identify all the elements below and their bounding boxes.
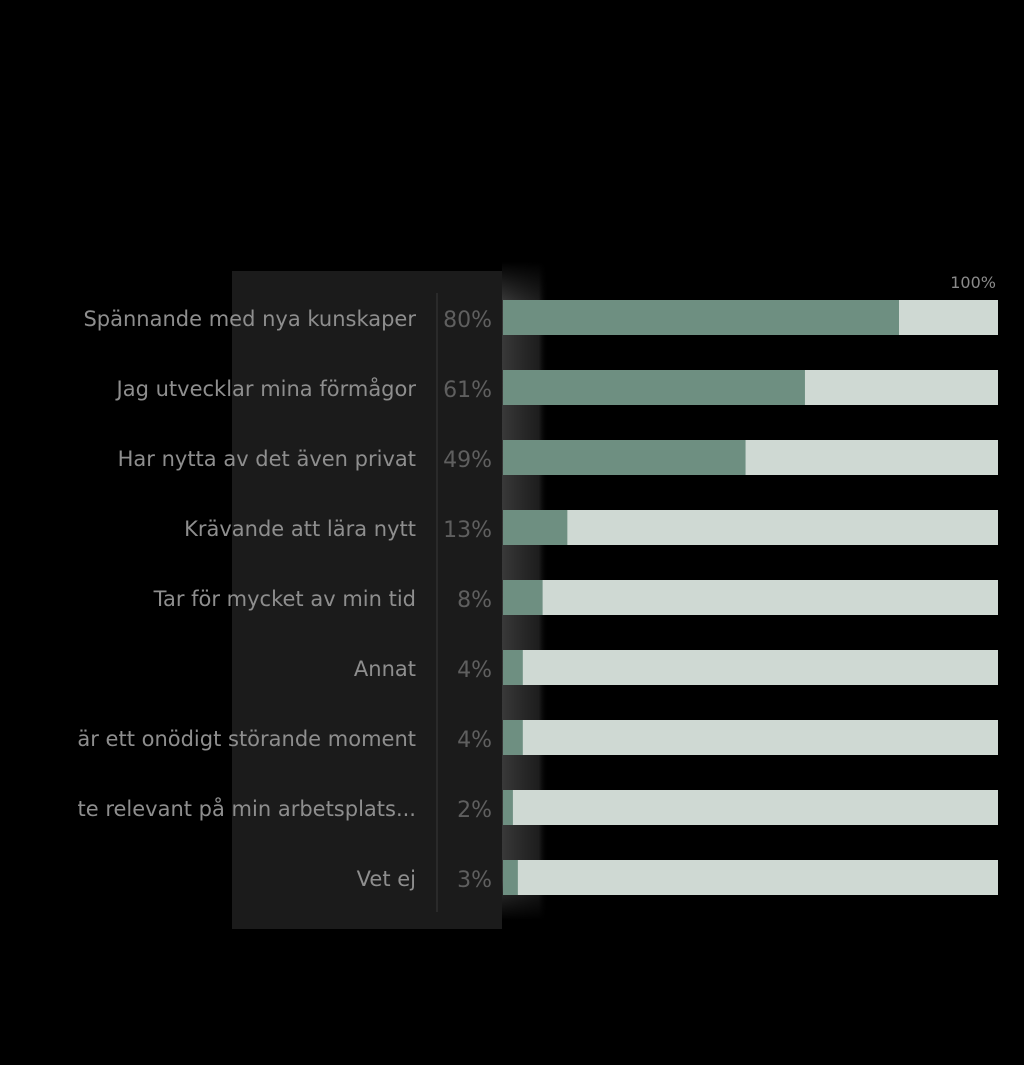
bar-track <box>503 580 998 615</box>
value-label: 80% <box>443 308 492 333</box>
max-label: 100% <box>950 273 996 292</box>
bar-track <box>503 860 998 895</box>
value-label: 2% <box>457 798 492 823</box>
category-label: Spännande med nya kunskaper <box>83 307 416 331</box>
bar <box>503 370 805 405</box>
category-label: Krävande att lära nytt <box>184 517 416 541</box>
category-label: te relevant på min arbetsplats... <box>77 796 416 821</box>
bar <box>503 720 523 755</box>
category-label: Tar för mycket av min tid <box>153 587 416 611</box>
bars-group: Spännande med nya kunskaper 80% Jag utveck… <box>77 300 998 895</box>
bar-track <box>503 510 998 545</box>
category-label: Har nytta av det även privat <box>118 447 416 471</box>
category-label: Annat <box>354 657 416 681</box>
bar <box>503 860 518 895</box>
bar-track <box>503 720 998 755</box>
value-label: 49% <box>443 448 492 473</box>
value-label: 13% <box>443 518 492 543</box>
category-label: Vet ej <box>357 867 416 891</box>
bar-track <box>503 790 998 825</box>
category-label: är ett onödigt störande moment <box>77 727 416 751</box>
value-label: 61% <box>443 378 492 403</box>
bar <box>503 510 568 545</box>
value-label: 8% <box>457 588 492 613</box>
label-panel <box>232 271 502 929</box>
bar <box>503 790 513 825</box>
bar <box>503 650 523 685</box>
bar <box>503 580 543 615</box>
category-label: Jag utvecklar mina förmågor <box>115 376 417 401</box>
bar-track <box>503 650 998 685</box>
value-label: 4% <box>457 728 492 753</box>
bar <box>503 440 746 475</box>
value-label: 4% <box>457 658 492 683</box>
bar <box>503 300 899 335</box>
value-label: 3% <box>457 868 492 893</box>
